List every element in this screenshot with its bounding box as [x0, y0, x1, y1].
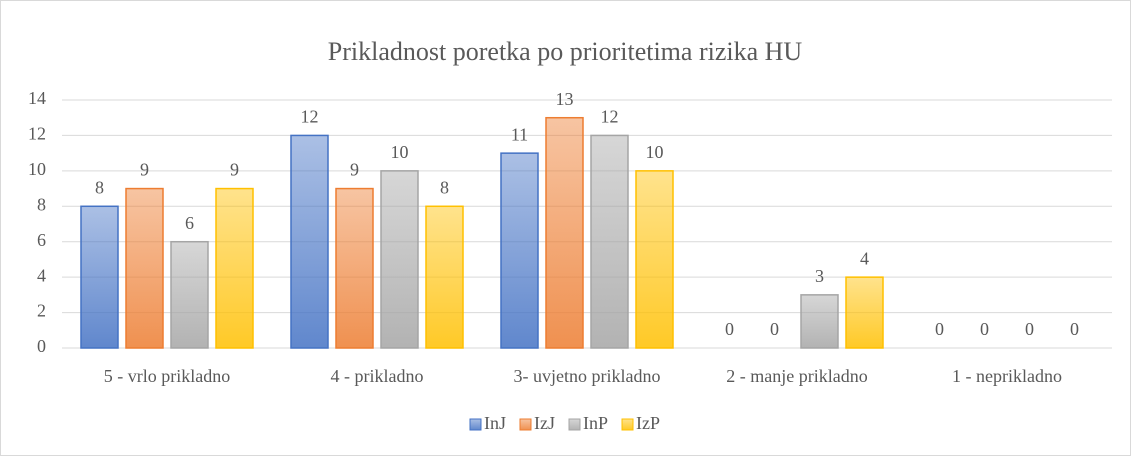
bar	[635, 170, 674, 349]
data-label: 9	[350, 160, 359, 180]
data-label: 4	[860, 248, 869, 268]
legend-swatch	[519, 418, 532, 431]
legend-label: IzJ	[534, 413, 555, 433]
y-tick-label: 2	[37, 301, 46, 321]
y-tick-label: 6	[37, 230, 46, 250]
y-tick-label: 4	[37, 265, 46, 285]
y-tick-label: 14	[28, 88, 46, 108]
data-label: 8	[95, 177, 104, 197]
data-label: 0	[725, 319, 734, 339]
bar	[380, 170, 419, 349]
legend-swatch	[621, 418, 634, 431]
data-label: 6	[185, 213, 194, 233]
bar	[80, 205, 119, 349]
x-tick-label: 4 - prikladno	[331, 366, 424, 386]
bar	[845, 276, 884, 349]
data-label: 0	[1070, 319, 1079, 339]
data-label: 12	[601, 107, 619, 127]
y-tick-label: 12	[28, 124, 46, 144]
data-label: 9	[140, 160, 149, 180]
y-tick-label: 8	[37, 194, 46, 214]
bar	[125, 187, 164, 349]
data-label: 10	[646, 142, 664, 162]
bar	[800, 294, 839, 349]
bar	[335, 187, 374, 349]
data-label: 10	[391, 142, 409, 162]
data-label: 12	[301, 107, 319, 127]
bar	[425, 205, 464, 349]
data-label: 0	[935, 319, 944, 339]
legend-label: InP	[583, 413, 608, 433]
data-label: 11	[511, 124, 528, 144]
x-tick-label: 5 - vrlo prikladno	[104, 366, 230, 386]
x-tick-label: 2 - manje prikladno	[726, 366, 867, 386]
data-label: 0	[1025, 319, 1034, 339]
data-label: 13	[556, 89, 574, 109]
chart-title: Prikladnost poretka po prioritetima rizi…	[328, 37, 803, 66]
bar	[290, 134, 329, 349]
data-label: 9	[230, 160, 239, 180]
bar	[545, 116, 584, 349]
y-tick-label: 0	[37, 336, 46, 356]
x-tick-label: 1 - neprikladno	[952, 366, 1062, 386]
bar	[170, 240, 209, 349]
data-label: 8	[440, 177, 449, 197]
x-tick-label: 3- uvjetno prikladno	[514, 366, 661, 386]
data-label: 3	[815, 266, 824, 286]
legend-label: IzP	[636, 413, 660, 433]
legend-label: InJ	[484, 413, 506, 433]
y-tick-label: 10	[28, 159, 46, 179]
legend-swatch	[469, 418, 482, 431]
legend: InJ IzJ InP IzP	[469, 413, 660, 433]
bar	[590, 134, 629, 349]
data-label: 0	[980, 319, 989, 339]
bar	[500, 152, 539, 349]
legend-swatch	[568, 418, 581, 431]
data-label: 0	[770, 319, 779, 339]
bar	[215, 187, 254, 349]
